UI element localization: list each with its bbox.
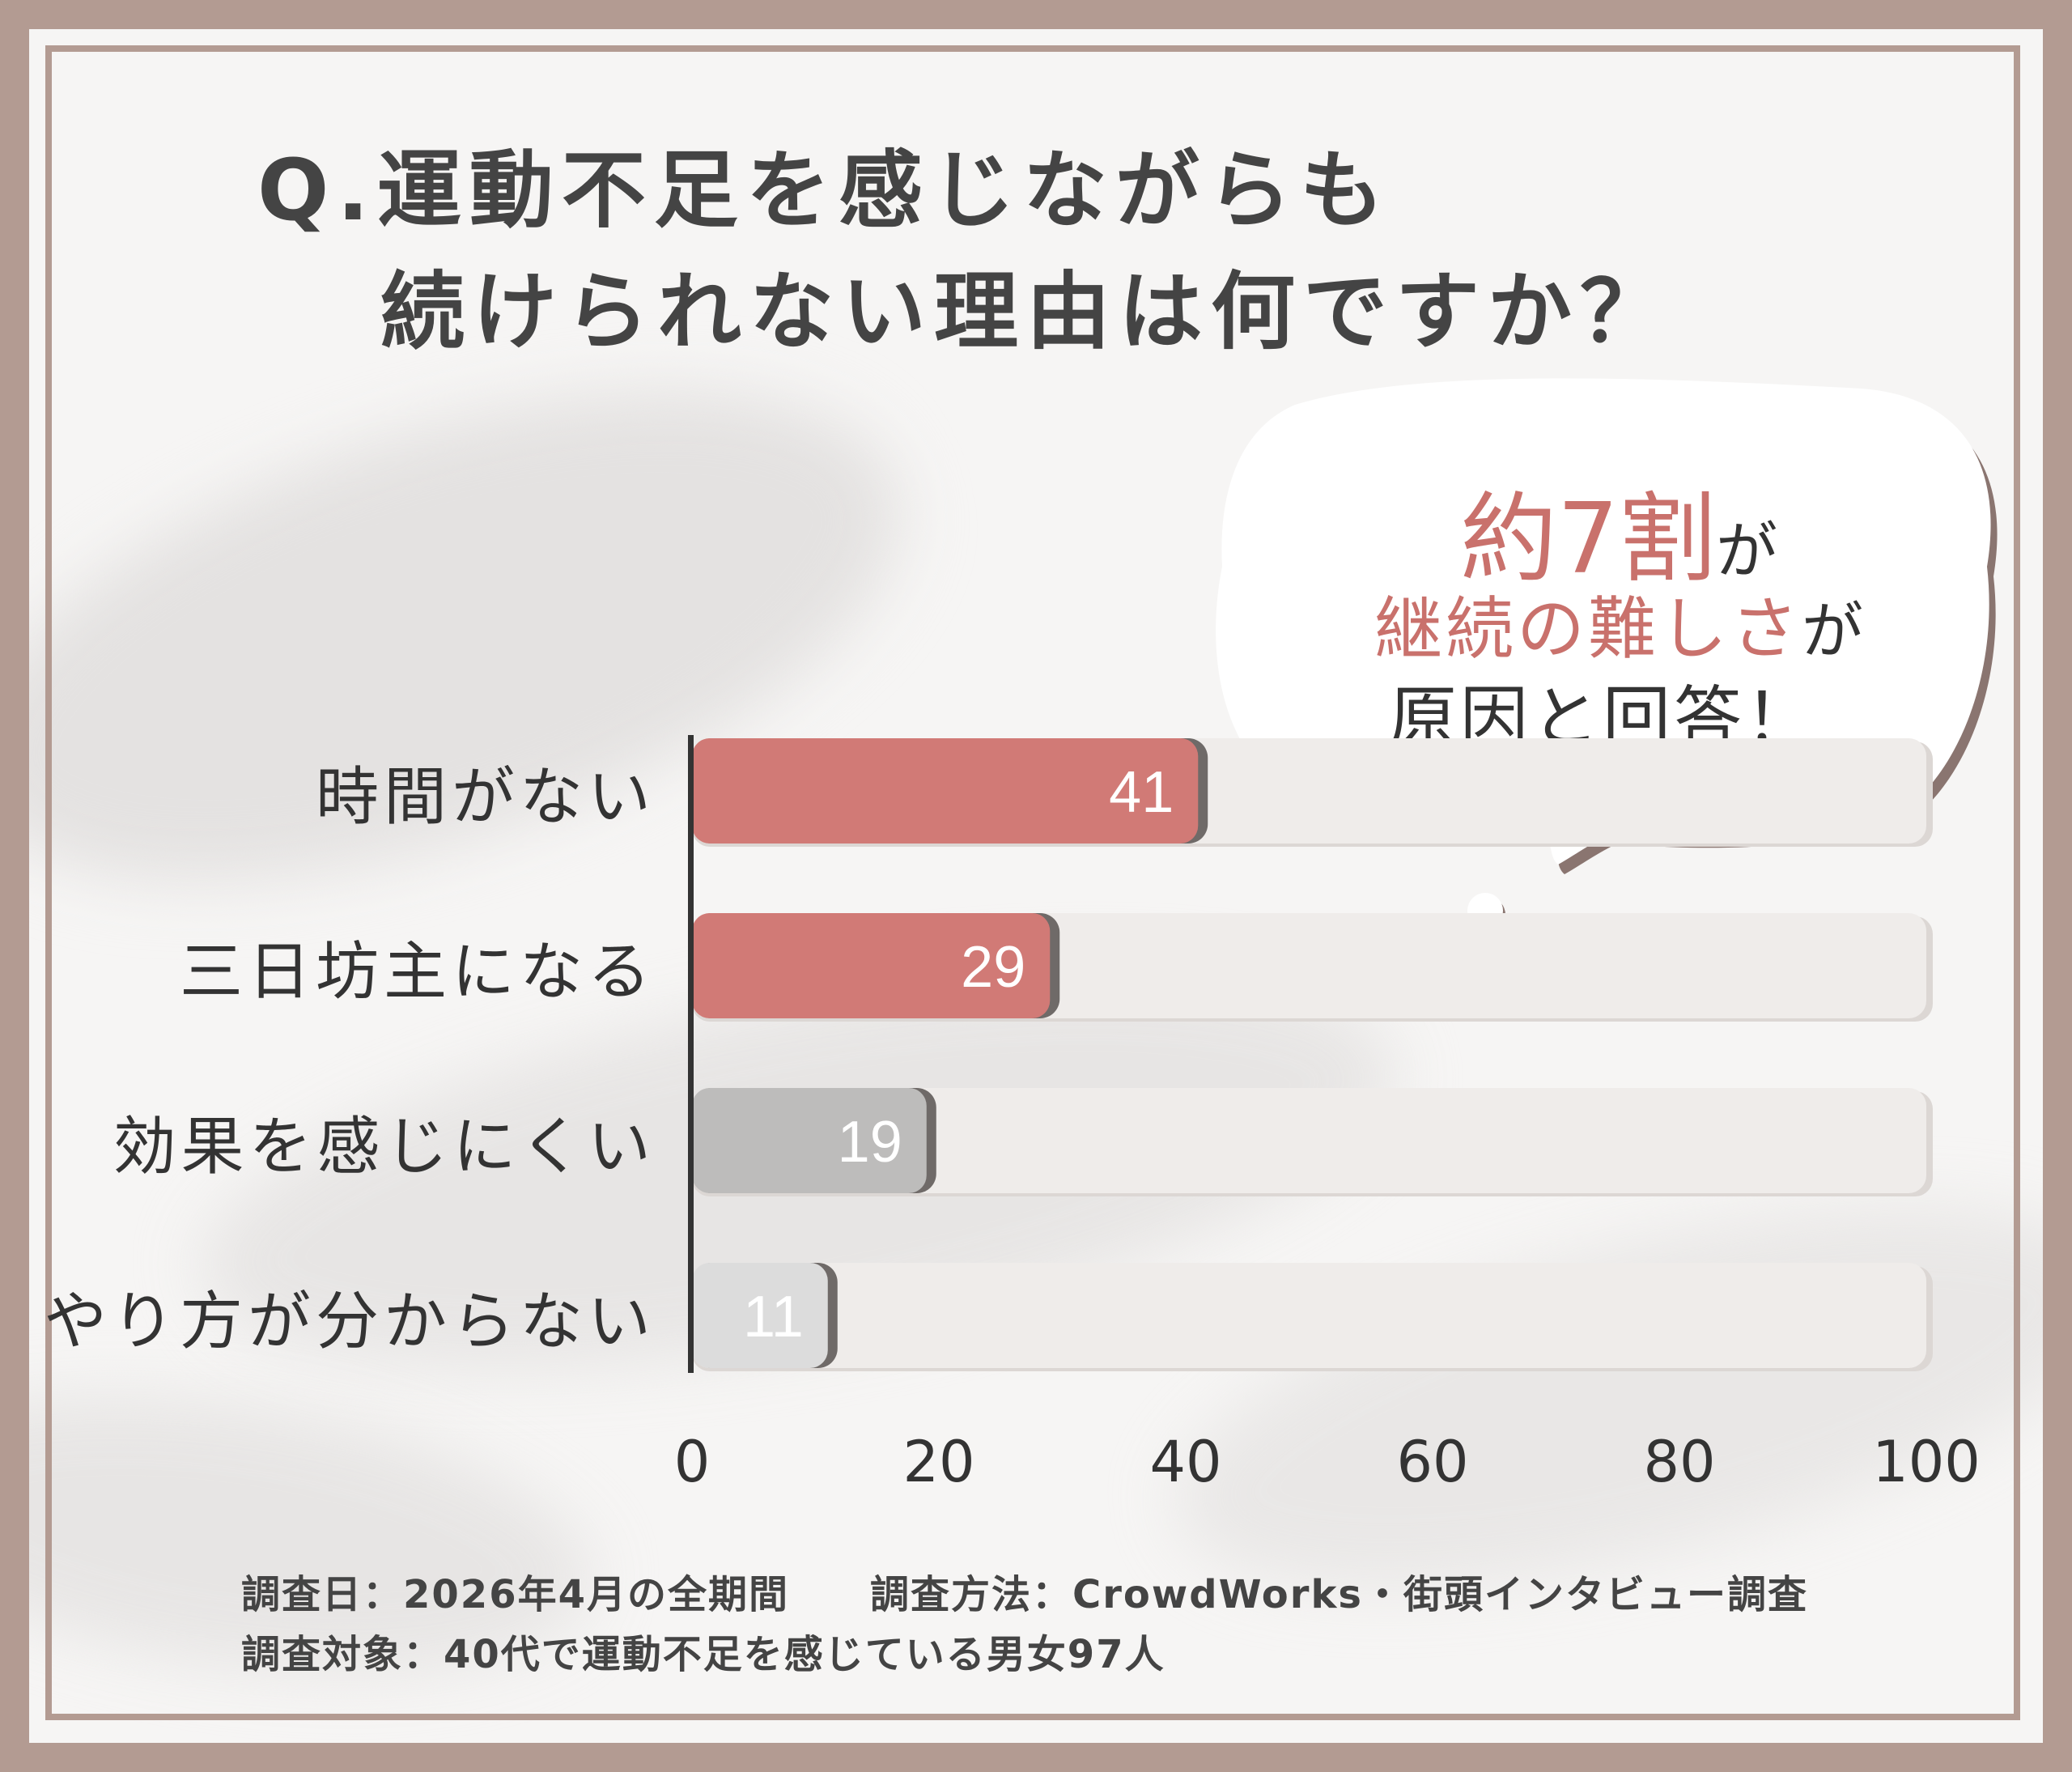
category-label: 三日坊主になる: [179, 936, 656, 1009]
bar-value-label: 29: [961, 935, 1025, 1000]
x-tick-label: 80: [1643, 1429, 1716, 1495]
category-label: 時間がない: [315, 761, 656, 834]
bar-value-label: 19: [838, 1110, 902, 1175]
bar-value-label: 41: [1109, 760, 1174, 825]
category-label: やり方が分からない: [43, 1285, 656, 1358]
callout-text: が: [1802, 595, 1863, 667]
bar: [692, 913, 1051, 1018]
title-line-2: 続けられない理由は何ですか？: [380, 262, 1673, 361]
survey-info-line-1: 調査日：2026年4月の全期間 調査方法：CrowdWorks・街頭インタビュー…: [241, 1572, 1808, 1617]
callout-text: が: [1716, 515, 1778, 587]
bar: [692, 1088, 927, 1193]
bar-value-label: 11: [743, 1285, 804, 1349]
x-tick-label: 60: [1396, 1429, 1469, 1495]
bar: [692, 1263, 828, 1368]
category-label: 効果を感じにくい: [113, 1111, 656, 1183]
survey-info-line-2: 調査対象：40代で運動不足を感じている男女97人: [241, 1632, 1166, 1677]
x-tick-label: 20: [902, 1429, 975, 1495]
x-tick-label: 100: [1872, 1429, 1981, 1495]
callout-highlight: 約7割: [1459, 483, 1717, 596]
bar-track: [692, 1263, 1926, 1368]
bar-track: [692, 1088, 1926, 1193]
x-tick-label: 40: [1149, 1429, 1222, 1495]
bar: [692, 738, 1199, 844]
callout-line-2: 継続の難しさが: [1352, 575, 1886, 673]
x-tick-label: 0: [673, 1429, 711, 1495]
callout-highlight: 継続の難しさ: [1374, 589, 1802, 669]
title-line-1: Q.運動不足を感じながらも: [257, 141, 1392, 240]
y-axis-line: [688, 735, 694, 1373]
callout-line-1: 約7割が: [1392, 460, 1845, 601]
infographic-card: [29, 29, 2043, 1743]
